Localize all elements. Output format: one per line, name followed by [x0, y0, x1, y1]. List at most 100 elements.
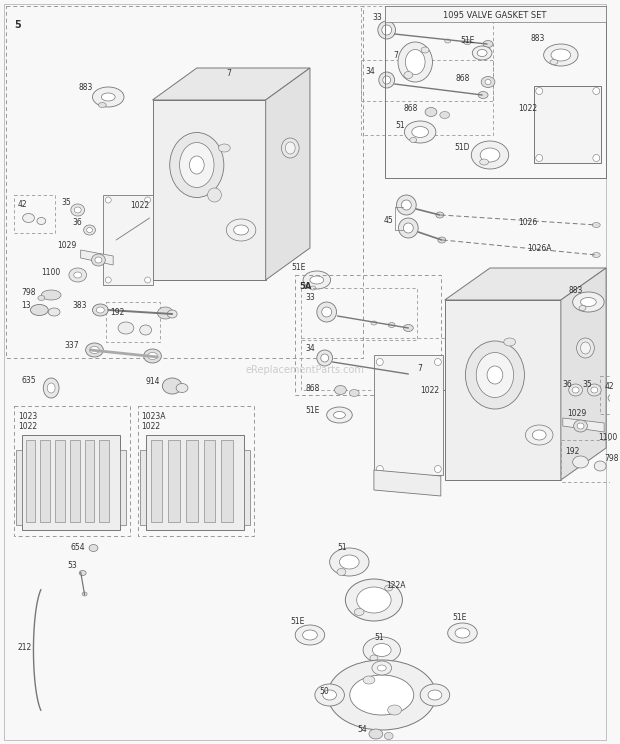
Text: 1029: 1029	[567, 408, 586, 417]
Text: 1100: 1100	[598, 432, 618, 441]
Text: 42: 42	[604, 382, 614, 391]
Ellipse shape	[372, 661, 392, 675]
Text: 51E: 51E	[460, 36, 474, 45]
Ellipse shape	[504, 338, 516, 346]
Ellipse shape	[404, 223, 414, 233]
Ellipse shape	[550, 60, 558, 65]
Bar	[385, 6, 606, 22]
Ellipse shape	[74, 207, 81, 213]
Text: 51: 51	[338, 544, 347, 553]
Ellipse shape	[383, 76, 391, 84]
Ellipse shape	[616, 463, 620, 467]
Text: 1023A: 1023A	[142, 412, 166, 421]
Text: 337: 337	[64, 341, 79, 350]
Ellipse shape	[303, 630, 317, 640]
Ellipse shape	[92, 87, 124, 107]
Text: 883: 883	[530, 33, 544, 42]
Ellipse shape	[23, 214, 35, 222]
Bar	[600, 376, 620, 414]
Ellipse shape	[97, 307, 104, 313]
Text: 13: 13	[22, 301, 31, 310]
Ellipse shape	[144, 277, 151, 283]
Ellipse shape	[101, 93, 115, 101]
Ellipse shape	[363, 637, 401, 663]
Text: 1022: 1022	[421, 385, 440, 394]
Ellipse shape	[420, 684, 450, 706]
Ellipse shape	[448, 623, 477, 643]
Ellipse shape	[105, 197, 111, 203]
Ellipse shape	[379, 72, 394, 88]
Ellipse shape	[435, 466, 441, 472]
Bar	[40, 440, 50, 522]
Text: 7: 7	[417, 364, 422, 373]
Ellipse shape	[388, 322, 395, 327]
Ellipse shape	[118, 322, 134, 334]
Ellipse shape	[440, 112, 450, 118]
Ellipse shape	[310, 286, 316, 290]
Polygon shape	[563, 418, 604, 432]
Polygon shape	[140, 450, 146, 525]
Polygon shape	[534, 86, 601, 163]
Ellipse shape	[315, 684, 344, 706]
Polygon shape	[120, 450, 126, 525]
Ellipse shape	[317, 350, 332, 366]
Text: 122A: 122A	[386, 580, 405, 589]
Ellipse shape	[82, 592, 87, 596]
Ellipse shape	[47, 383, 55, 393]
Ellipse shape	[42, 290, 61, 300]
Text: 1022: 1022	[18, 422, 37, 431]
Ellipse shape	[436, 212, 444, 218]
Ellipse shape	[89, 545, 98, 551]
Text: 1022: 1022	[142, 422, 161, 431]
Ellipse shape	[92, 254, 105, 266]
Ellipse shape	[89, 347, 99, 353]
Polygon shape	[374, 355, 443, 475]
Ellipse shape	[384, 733, 393, 740]
Ellipse shape	[226, 219, 256, 241]
Ellipse shape	[30, 304, 48, 315]
Ellipse shape	[140, 325, 151, 335]
Ellipse shape	[162, 378, 182, 394]
Text: 798: 798	[604, 454, 619, 463]
Ellipse shape	[472, 46, 492, 60]
Bar	[151, 440, 162, 522]
Ellipse shape	[463, 39, 471, 45]
Ellipse shape	[573, 292, 604, 312]
Polygon shape	[244, 450, 250, 525]
Ellipse shape	[99, 103, 106, 107]
Ellipse shape	[412, 126, 428, 138]
Polygon shape	[153, 100, 265, 280]
Ellipse shape	[321, 354, 329, 362]
Bar	[84, 440, 94, 522]
Ellipse shape	[363, 676, 375, 684]
Ellipse shape	[569, 384, 583, 396]
Ellipse shape	[95, 257, 102, 263]
Text: 51: 51	[396, 121, 405, 129]
Text: 51E: 51E	[453, 614, 467, 623]
Ellipse shape	[593, 88, 600, 94]
Bar	[186, 440, 198, 522]
Ellipse shape	[176, 383, 188, 393]
Ellipse shape	[388, 705, 402, 715]
Ellipse shape	[37, 217, 46, 225]
Text: 192: 192	[110, 308, 125, 317]
Text: 192: 192	[565, 447, 579, 456]
Polygon shape	[22, 435, 120, 530]
Ellipse shape	[157, 307, 173, 319]
Ellipse shape	[84, 225, 95, 235]
Ellipse shape	[435, 359, 441, 365]
Bar	[106, 302, 161, 342]
Ellipse shape	[480, 159, 489, 165]
Text: 883: 883	[78, 83, 93, 92]
Ellipse shape	[480, 148, 500, 162]
Ellipse shape	[617, 435, 620, 449]
Ellipse shape	[310, 276, 324, 284]
Text: 5: 5	[14, 20, 20, 30]
Ellipse shape	[356, 587, 391, 613]
Ellipse shape	[421, 47, 429, 53]
Ellipse shape	[105, 277, 111, 283]
Text: eReplacementParts.com: eReplacementParts.com	[246, 365, 365, 375]
Bar	[99, 440, 109, 522]
Text: 5A: 5A	[299, 282, 311, 291]
Text: 1100: 1100	[42, 268, 61, 277]
